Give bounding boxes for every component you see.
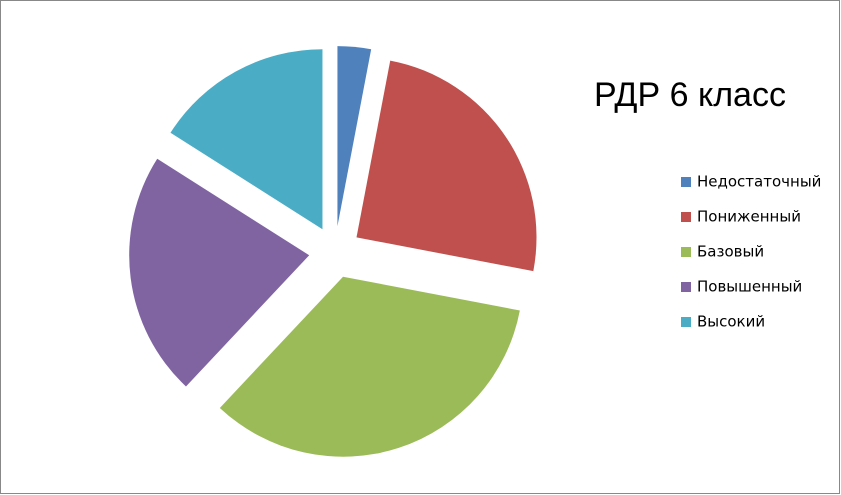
legend-label: Повышенный	[697, 278, 802, 296]
pie-slice	[356, 60, 537, 272]
legend-swatch	[681, 177, 691, 187]
legend-label: Высокий	[697, 313, 765, 331]
legend-label: Недостаточный	[697, 173, 821, 191]
legend-label: Пониженный	[697, 208, 801, 226]
legend-swatch	[681, 212, 691, 222]
legend-swatch	[681, 247, 691, 257]
pie-slice	[219, 276, 520, 457]
pie-slice	[337, 46, 372, 227]
legend-label: Базовый	[697, 243, 764, 261]
legend-swatch	[681, 282, 691, 292]
pie-slice	[129, 158, 310, 387]
legend-swatch	[681, 317, 691, 327]
pie-slice	[170, 49, 323, 230]
chart-title: РДР 6 класс	[594, 76, 786, 114]
